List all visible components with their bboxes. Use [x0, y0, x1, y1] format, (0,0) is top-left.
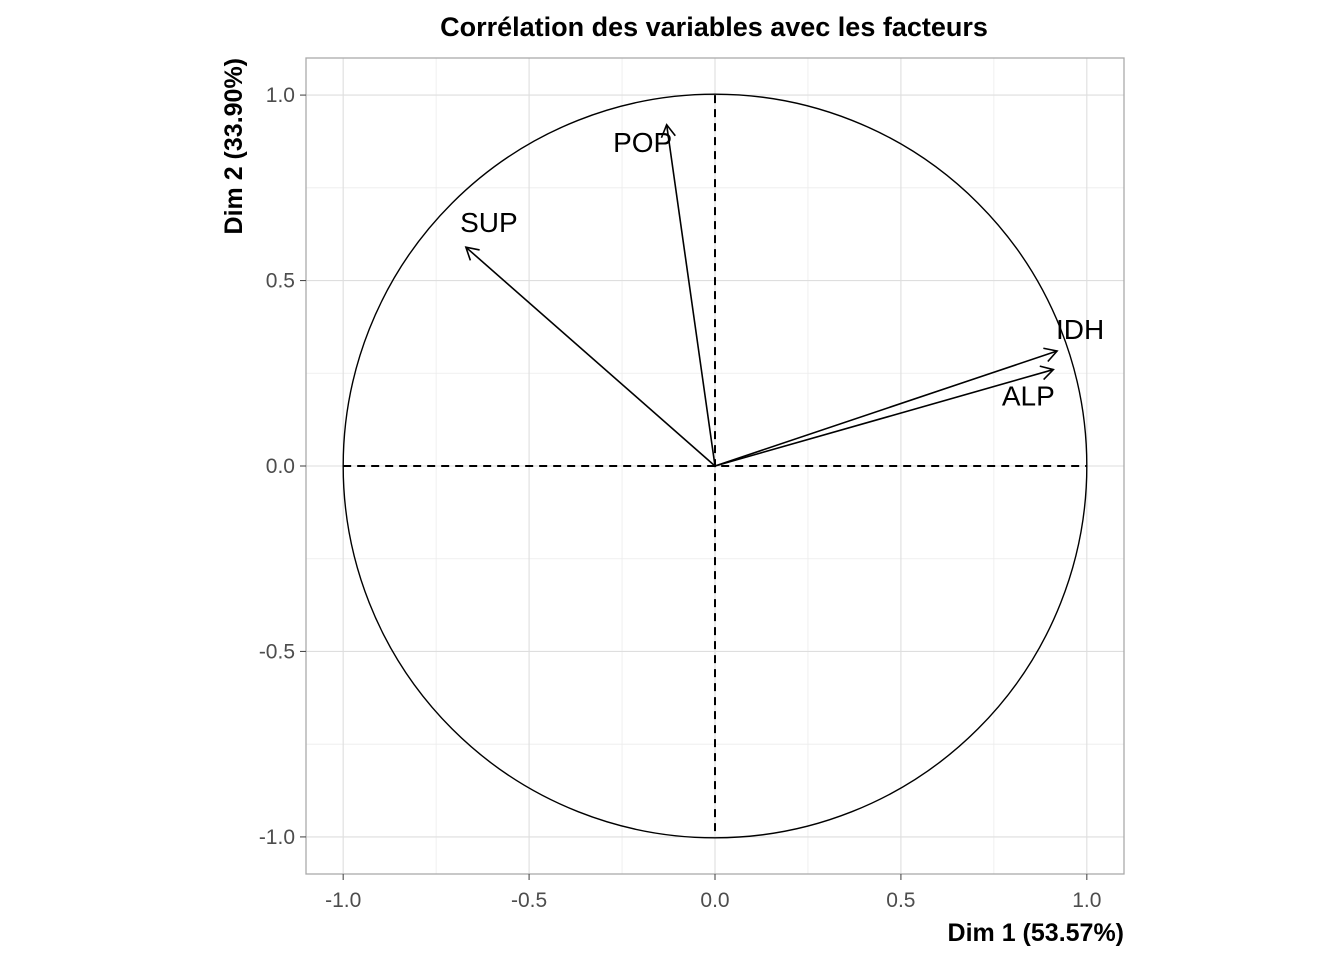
x-tick-label: 0.5 [886, 889, 915, 912]
arrowhead-pop [660, 123, 676, 139]
arrow-pop [665, 124, 716, 467]
arrowhead-sup [464, 246, 480, 261]
x-tick-label: -0.5 [511, 889, 547, 912]
arrowhead-idh [1043, 347, 1059, 363]
y-axis-ticks: -1.0 -0.5 0.0 0.5 1.0 [259, 84, 306, 849]
y-tick-label: -0.5 [259, 640, 295, 663]
x-axis-ticks: -1.0 -0.5 0.0 0.5 1.0 [325, 874, 1101, 912]
x-tick-label: 0.0 [700, 889, 729, 912]
label-idh: IDH [1056, 314, 1104, 345]
arrow-alp [714, 368, 1054, 467]
y-tick-label: -1.0 [259, 826, 295, 849]
chart-title: Corrélation des variables avec les facte… [440, 12, 988, 42]
y-tick-label: 0.5 [266, 270, 295, 293]
arrowhead-alp [1039, 365, 1055, 381]
y-axis-title: Dim 2 (33.90%) [220, 58, 248, 234]
x-tick-label: 1.0 [1072, 889, 1101, 912]
arrow-idh [714, 350, 1058, 467]
x-axis-title: Dim 1 (53.57%) [948, 919, 1124, 947]
variable-labels: POP SUP IDH ALP [460, 127, 1104, 412]
variable-arrows [464, 123, 1059, 467]
label-alp: ALP [1002, 381, 1055, 412]
y-tick-label: 1.0 [266, 84, 295, 107]
x-tick-label: -1.0 [325, 889, 361, 912]
label-pop: POP [613, 127, 672, 158]
y-tick-label: 0.0 [266, 455, 295, 478]
label-sup: SUP [460, 207, 518, 238]
arrow-sup [465, 246, 716, 467]
